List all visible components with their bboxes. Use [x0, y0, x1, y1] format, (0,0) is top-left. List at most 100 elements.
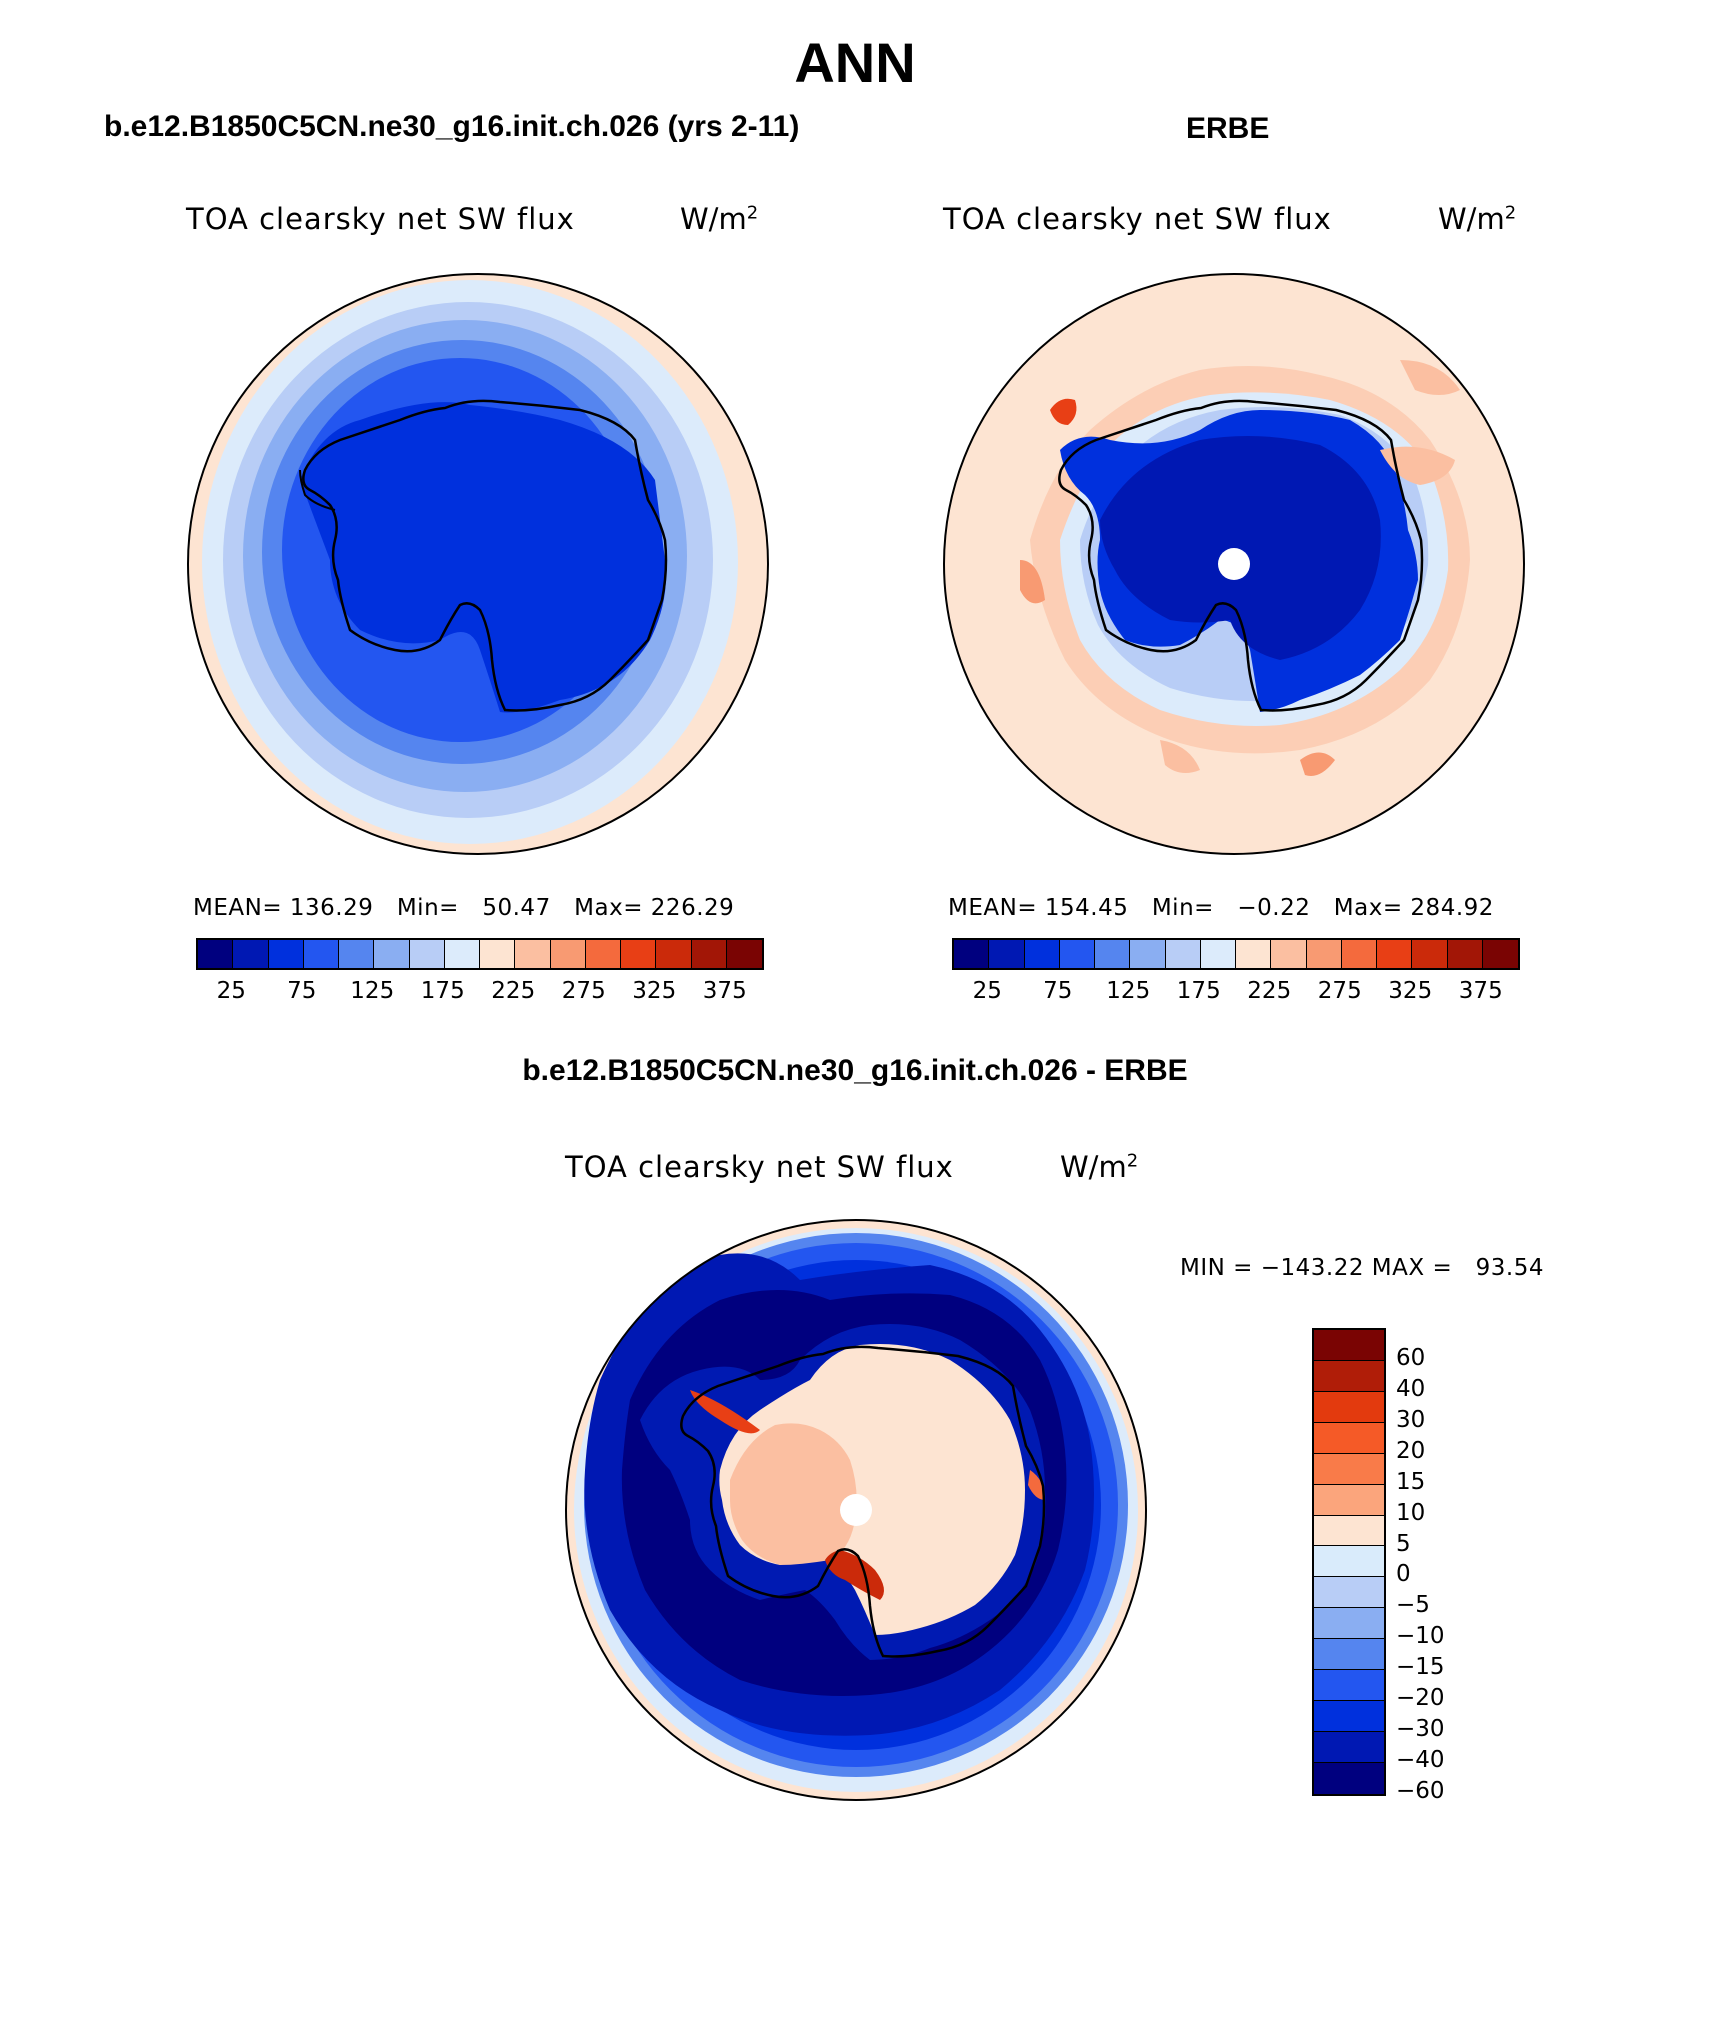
left-colorbar — [196, 938, 764, 970]
colorbar-tick-label: −15 — [1396, 1654, 1445, 1681]
colorbar-swatch — [656, 940, 692, 968]
colorbar-tick-label: 175 — [420, 978, 465, 1004]
colorbar-tick-label: −60 — [1396, 1778, 1445, 1804]
colorbar-tick-label: 75 — [287, 978, 317, 1004]
colorbar-swatch — [1095, 940, 1131, 968]
colorbar-tick-label: 15 — [1396, 1468, 1426, 1495]
colorbar-tick-label: −20 — [1396, 1685, 1445, 1712]
colorbar-tick-label: −10 — [1396, 1623, 1445, 1650]
right-variable-label: TOA clearsky net SW flux — [943, 202, 1332, 236]
colorbar-swatch — [954, 940, 990, 968]
colorbar-tick-label: −5 — [1396, 1592, 1430, 1619]
colorbar-swatch — [1314, 1391, 1384, 1423]
diff-units-label: W/m2 — [1060, 1150, 1139, 1184]
colorbar-tick-label: 175 — [1176, 978, 1221, 1004]
left-antarctica-coastline — [302, 399, 668, 712]
colorbar-tick-label: −30 — [1396, 1716, 1445, 1743]
colorbar-tick-label: 225 — [1247, 978, 1292, 1004]
obs-case-title: ERBE — [1186, 112, 1270, 145]
colorbar-tick-label: 375 — [1458, 978, 1503, 1004]
colorbar-tick-label: 325 — [632, 978, 677, 1004]
colorbar-swatch — [444, 940, 480, 968]
colorbar-swatch — [550, 940, 586, 968]
diff-colorbar — [1312, 1328, 1386, 1796]
colorbar-swatch — [515, 940, 551, 968]
colorbar-tick-label: 0 — [1396, 1561, 1411, 1588]
colorbar-tick-label: −40 — [1396, 1747, 1445, 1774]
right-antarctica-coastline — [1058, 399, 1424, 712]
colorbar-swatch — [1314, 1639, 1384, 1671]
colorbar-swatch — [1314, 1484, 1384, 1516]
colorbar-tick-label: 75 — [1043, 978, 1073, 1004]
colorbar-tick-label: 225 — [491, 978, 536, 1004]
colorbar-swatch — [1412, 940, 1448, 968]
colorbar-tick-label: 325 — [1388, 978, 1433, 1004]
right-stats: MEAN= 154.45 Min= −0.22 Max= 284.92 — [948, 895, 1494, 921]
colorbar-tick-label: 275 — [1317, 978, 1362, 1004]
colorbar-swatch — [1314, 1762, 1384, 1794]
colorbar-swatch — [1314, 1608, 1384, 1640]
colorbar-swatch — [1447, 940, 1483, 968]
colorbar-swatch — [374, 940, 410, 968]
colorbar-swatch — [1314, 1546, 1384, 1578]
colorbar-swatch — [1482, 940, 1518, 968]
colorbar-swatch — [303, 940, 339, 968]
colorbar-tick-label: 5 — [1396, 1530, 1411, 1557]
colorbar-swatch — [480, 940, 516, 968]
colorbar-swatch — [1200, 940, 1236, 968]
colorbar-swatch — [621, 940, 657, 968]
colorbar-swatch — [1314, 1670, 1384, 1702]
left-units-label: W/m2 — [680, 202, 759, 236]
colorbar-tick-label: 125 — [1106, 978, 1151, 1004]
colorbar-swatch — [1306, 940, 1342, 968]
colorbar-swatch — [1165, 940, 1201, 968]
model-case-title: b.e12.B1850C5CN.ne30_g16.init.ch.026 (yr… — [104, 110, 800, 143]
colorbar-tick-label: 20 — [1396, 1437, 1426, 1464]
colorbar-swatch — [1024, 940, 1060, 968]
colorbar-tick-label: 40 — [1396, 1375, 1426, 1402]
colorbar-swatch — [585, 940, 621, 968]
left-variable-label: TOA clearsky net SW flux — [186, 202, 575, 236]
colorbar-swatch — [1314, 1360, 1384, 1392]
colorbar-swatch — [198, 940, 234, 968]
colorbar-swatch — [726, 940, 762, 968]
colorbar-swatch — [233, 940, 269, 968]
colorbar-tick-label: 275 — [561, 978, 606, 1004]
colorbar-tick-label: 25 — [216, 978, 246, 1004]
colorbar-swatch — [989, 940, 1025, 968]
colorbar-swatch — [339, 940, 375, 968]
colorbar-swatch — [1059, 940, 1095, 968]
colorbar-swatch — [1271, 940, 1307, 968]
colorbar-swatch — [1314, 1330, 1384, 1361]
colorbar-swatch — [1130, 940, 1166, 968]
colorbar-tick-label: 30 — [1396, 1406, 1426, 1433]
colorbar-swatch — [268, 940, 304, 968]
colorbar-swatch — [409, 940, 445, 968]
colorbar-swatch — [1314, 1731, 1384, 1763]
diff-stats: MIN = −143.22 MAX = 93.54 — [1180, 1255, 1545, 1281]
colorbar-swatch — [1314, 1422, 1384, 1454]
colorbar-swatch — [1377, 940, 1413, 968]
right-colorbar — [952, 938, 1520, 970]
colorbar-swatch — [1314, 1515, 1384, 1547]
colorbar-tick-label: 125 — [350, 978, 395, 1004]
colorbar-swatch — [1314, 1701, 1384, 1732]
colorbar-swatch — [1341, 940, 1377, 968]
colorbar-tick-label: 25 — [972, 978, 1002, 1004]
colorbar-tick-label: 60 — [1396, 1344, 1426, 1371]
page-title: ANN — [794, 31, 916, 94]
colorbar-swatch — [1314, 1453, 1384, 1485]
colorbar-swatch — [1236, 940, 1272, 968]
diff-antarctica-coastline — [680, 1345, 1046, 1658]
colorbar-swatch — [1314, 1577, 1384, 1609]
left-stats: MEAN= 136.29 Min= 50.47 Max= 226.29 — [193, 895, 735, 921]
right-units-label: W/m2 — [1438, 202, 1517, 236]
colorbar-swatch — [691, 940, 727, 968]
colorbar-tick-label: 10 — [1396, 1499, 1426, 1526]
colorbar-tick-label: 375 — [702, 978, 747, 1004]
difference-title: b.e12.B1850C5CN.ne30_g16.init.ch.026 - E… — [522, 1054, 1188, 1087]
diff-variable-label: TOA clearsky net SW flux — [565, 1150, 954, 1184]
